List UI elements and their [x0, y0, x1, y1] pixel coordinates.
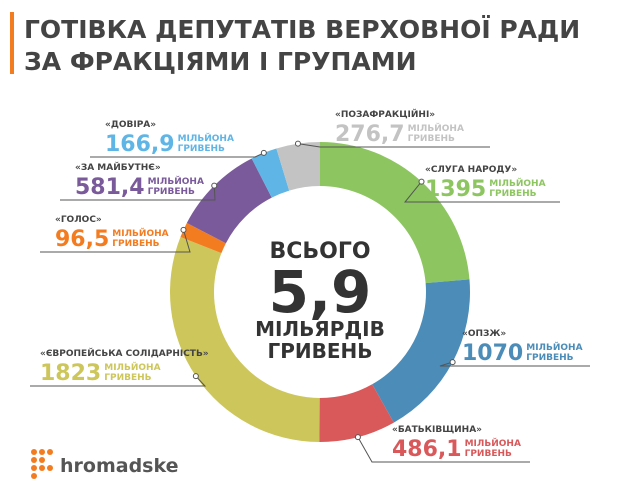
leader-line: [357, 436, 530, 463]
unit-label: МІЛЬЙОНА: [104, 361, 160, 373]
leader-dot: [418, 178, 425, 185]
unit-label: МІЛЬЙОНА: [489, 177, 545, 189]
value-label: 1395: [425, 177, 486, 202]
unit-label: МІЛЬЙОНА: [526, 341, 582, 353]
unit-label: ГРИВЕНЬ: [465, 449, 512, 459]
unit-label: ГРИВЕНЬ: [178, 144, 225, 154]
unit-label: МІЛЬЙОНА: [148, 175, 204, 187]
value-label: 1823: [40, 361, 101, 386]
chart-title: ЗА ФРАКЦІЯМИ І ГРУПАМИ: [24, 47, 417, 76]
value-label: 96,5: [55, 227, 109, 252]
center-unit: ГРИВЕНЬ: [267, 339, 372, 363]
leader-line: [60, 185, 216, 201]
leader-dot: [354, 434, 361, 441]
category-label: «ЄВРОПЕЙСЬКА СОЛІДАРНІСТЬ»: [40, 347, 209, 359]
leader-dot: [192, 373, 199, 380]
value-label: 486,1: [392, 437, 462, 462]
donut-segment: [251, 148, 290, 198]
value-label: 581,4: [75, 175, 145, 200]
category-label: «ЗА МАЙБУТНЄ»: [75, 161, 161, 173]
unit-label: ГРИВЕНЬ: [148, 187, 195, 197]
leader-line: [439, 361, 590, 367]
donut-segment: [186, 158, 272, 244]
unit-label: ГРИВЕНЬ: [104, 373, 151, 383]
donut-segment: [372, 279, 470, 423]
donut-segment: [180, 222, 226, 254]
category-label: «ПОЗАФРАКЦІЙНІ»: [335, 108, 435, 120]
value-label: 166,9: [105, 132, 175, 157]
unit-label: МІЛЬЙОНА: [408, 122, 464, 134]
unit-label: МІЛЬЙОНА: [112, 227, 168, 239]
leader-line: [403, 181, 560, 203]
leader-dot: [211, 182, 218, 189]
value-label: 1070: [462, 341, 523, 366]
value-label: 276,7: [335, 122, 405, 147]
unit-label: ГРИВЕНЬ: [489, 189, 536, 199]
unit-label: ГРИВЕНЬ: [408, 134, 455, 144]
category-label: «БАТЬКІВЩИНА»: [392, 425, 482, 435]
unit-label: МІЛЬЙОНА: [178, 132, 234, 144]
leader-dot: [260, 149, 267, 156]
center-unit: МІЛЬЯРДІВ: [255, 317, 385, 341]
leader-dot: [294, 140, 301, 147]
center-total: 5,9: [269, 258, 372, 326]
unit-label: ГРИВЕНЬ: [526, 353, 573, 363]
donut-segment: [319, 384, 394, 442]
title-bar: [10, 12, 14, 74]
donut-segment: [169, 236, 320, 442]
leader-line: [30, 375, 207, 387]
leader-line: [90, 152, 265, 158]
unit-label: ГРИВЕНЬ: [112, 239, 159, 249]
category-label: «ГОЛОС»: [55, 215, 102, 225]
donut-segment: [320, 142, 470, 284]
leader-dot: [449, 359, 456, 366]
category-label: «ДОВІРА»: [105, 120, 156, 130]
leader-dot: [180, 226, 187, 233]
donut-segment: [276, 142, 320, 191]
leader-line: [40, 229, 191, 253]
category-label: «ОПЗЖ»: [462, 329, 506, 339]
category-label: «СЛУГА НАРОДУ»: [425, 165, 517, 175]
logo: hromadske: [31, 449, 179, 479]
unit-label: МІЛЬЙОНА: [465, 437, 521, 449]
brand: hromadske: [60, 455, 179, 477]
chart-title: ГОТІВКА ДЕПУТАТІВ ВЕРХОВНОЇ РАДИ: [24, 14, 580, 44]
center-label: ВСЬОГО: [269, 239, 370, 264]
leader-line: [297, 143, 490, 148]
